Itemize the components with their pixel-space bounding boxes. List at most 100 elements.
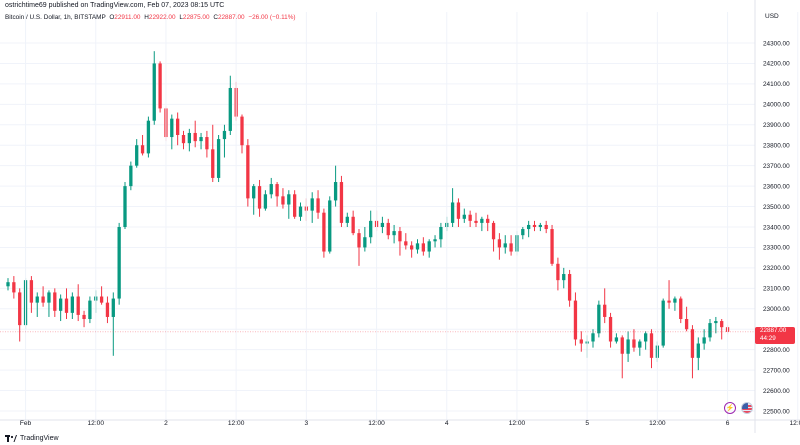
- candle-body: [679, 298, 683, 319]
- candle-body: [298, 206, 303, 217]
- candle-body: [468, 214, 472, 221]
- candle-body: [427, 241, 431, 252]
- candle-body: [632, 339, 636, 348]
- candle-body: [497, 239, 502, 248]
- candle-body: [193, 132, 197, 142]
- candle-body: [252, 186, 256, 199]
- close-value: 22887.00: [217, 14, 245, 21]
- candle-body: [456, 202, 461, 219]
- price-tick-label: 23300.00: [763, 245, 790, 252]
- candle-body: [532, 224, 537, 227]
- candle-body: [614, 337, 619, 342]
- candle-body: [41, 296, 45, 303]
- candle-body: [70, 296, 74, 313]
- candle-body: [240, 116, 244, 146]
- candle-body: [88, 300, 92, 319]
- candle-body: [146, 120, 151, 154]
- candle-body: [339, 182, 344, 223]
- candle-body: [205, 137, 209, 150]
- candle-body: [181, 135, 186, 144]
- close-key: C: [213, 14, 218, 21]
- candle-body: [369, 220, 373, 238]
- candle-body: [480, 218, 484, 223]
- publish-info: ostrichtime69 published on TradingView.c…: [5, 2, 225, 9]
- candle-body: [544, 224, 548, 230]
- price-tick-label: 23700.00: [763, 163, 790, 170]
- candle-body: [18, 292, 22, 326]
- candle-body: [228, 87, 232, 131]
- candle-body: [597, 304, 601, 334]
- candle-body: [620, 337, 624, 354]
- price-tick-label: 23900.00: [763, 122, 790, 129]
- candle-body: [392, 231, 396, 236]
- candle-body: [176, 118, 180, 135]
- candle-body: [567, 274, 572, 301]
- candle-body: [170, 118, 174, 138]
- open-key: O: [109, 14, 115, 21]
- open-value: 22911.00: [114, 14, 141, 21]
- candle-body: [105, 302, 110, 317]
- tradingview-logo-icon[interactable]: [5, 435, 17, 443]
- price-tick-label: 24300.00: [763, 40, 790, 47]
- candle-body: [287, 194, 291, 205]
- candle-body: [123, 186, 127, 227]
- price-tick-label: 23400.00: [763, 224, 790, 231]
- candle-body: [562, 274, 566, 281]
- time-axis-label: 12:00: [509, 420, 526, 427]
- time-axis-label: 3: [305, 420, 309, 427]
- time-axis-label: 12:00: [649, 420, 666, 427]
- candle-body: [579, 339, 583, 344]
- price-tick-label: 23600.00: [763, 183, 790, 190]
- candle-body: [450, 202, 455, 223]
- candle-body: [111, 298, 115, 317]
- candle-body: [345, 216, 349, 223]
- candle-body: [269, 184, 273, 195]
- candle-body: [486, 218, 490, 223]
- lightning-icon[interactable]: ⚡: [724, 402, 736, 414]
- price-tick-label: 22500.00: [763, 408, 790, 415]
- candle-body: [257, 186, 262, 209]
- candle-body: [433, 239, 437, 242]
- candle-body: [64, 298, 69, 313]
- candle-body: [152, 63, 156, 121]
- candle-body: [158, 63, 162, 109]
- us-flag-icon[interactable]: [741, 402, 753, 414]
- candle-body: [12, 282, 16, 293]
- price-tick-label: 22700.00: [763, 367, 790, 374]
- low-value: 22875.00: [182, 14, 210, 21]
- candle-body: [216, 139, 221, 178]
- candle-body: [439, 227, 443, 240]
- candle-body: [35, 296, 39, 303]
- time-axis-label: 4: [445, 420, 449, 427]
- candle-body: [140, 145, 145, 154]
- last-price-value: 22887.00: [760, 326, 787, 334]
- candle-body: [673, 298, 677, 303]
- last-price-tag: 22887.00 44:29: [755, 326, 795, 344]
- candle-body: [573, 300, 578, 340]
- candle-body: [690, 329, 695, 358]
- candle-body: [667, 300, 671, 303]
- candle-body: [53, 292, 57, 311]
- ohlc-legend: Bitcoin / U.S. Dollar, 1h, BITSTAMP O229…: [5, 13, 296, 22]
- candle-body: [187, 132, 191, 144]
- candle-body: [246, 145, 250, 199]
- candle-body: [333, 182, 338, 201]
- candle-body: [591, 333, 595, 342]
- price-tick-label: 24200.00: [763, 61, 790, 68]
- price-tick-label: 24100.00: [763, 81, 790, 88]
- candle-body: [351, 216, 355, 234]
- candle-body: [708, 323, 712, 338]
- candle-body: [421, 243, 425, 252]
- symbol-title: Bitcoin / U.S. Dollar, 1h, BITSTAMP: [5, 14, 106, 21]
- candle-body: [47, 292, 51, 303]
- candle-body: [661, 300, 665, 346]
- tradingview-brand[interactable]: TradingView: [20, 435, 59, 442]
- candle-countdown: 44:29: [760, 334, 776, 342]
- candle-body: [82, 314, 86, 319]
- candle-body: [129, 165, 133, 187]
- candle-body: [404, 241, 408, 246]
- candle-body: [293, 194, 297, 217]
- time-axis-label: Feb: [20, 420, 32, 427]
- price-tick-label: 23500.00: [763, 204, 790, 211]
